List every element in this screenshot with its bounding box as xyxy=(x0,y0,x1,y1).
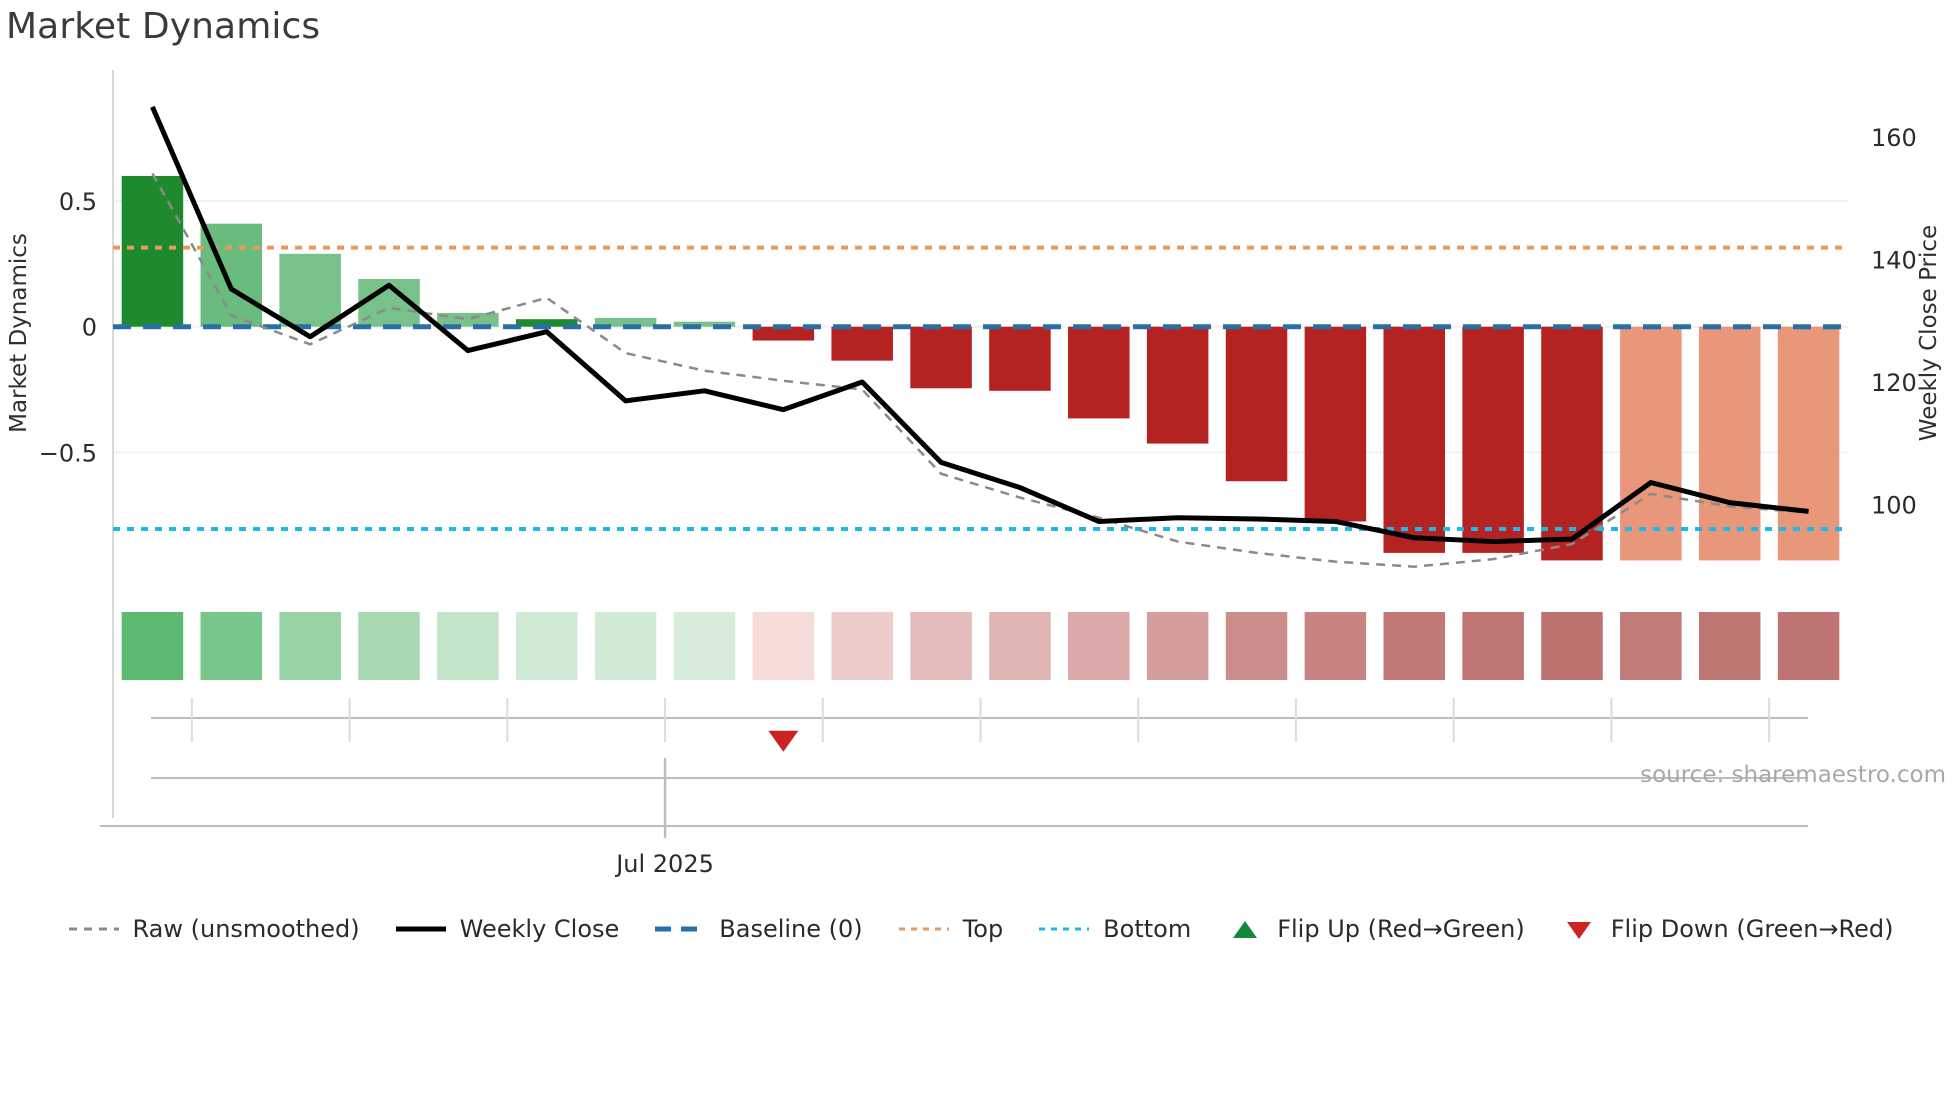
heatmap-cell[interactable] xyxy=(831,612,893,680)
heatmap-cell[interactable] xyxy=(121,612,184,680)
heatmap-cell[interactable] xyxy=(673,612,736,680)
y-tick-label: 0 xyxy=(82,314,97,342)
legend-item-label: Flip Down (Green→Red) xyxy=(1610,915,1894,943)
y-tick-label: 0.5 xyxy=(59,188,97,216)
bar[interactable] xyxy=(1225,326,1288,482)
legend-item-label: Flip Up (Red→Green) xyxy=(1277,915,1525,943)
heatmap-cell[interactable] xyxy=(358,612,420,680)
axis-text-layer: 0.5 0 −0.5 160 140 120 100 Market Dynamics Weekl… xyxy=(6,124,1942,520)
heatmap-cell[interactable] xyxy=(1462,612,1524,680)
y2-tick-label: 100 xyxy=(1871,492,1917,520)
y2-tick-label: 160 xyxy=(1871,124,1917,152)
chart-legend: Raw (unsmoothed) Weekly Close Baseline (0)… xyxy=(0,915,1960,943)
page-title: Market Dynamics xyxy=(6,6,321,47)
bar[interactable] xyxy=(515,319,578,327)
bar[interactable] xyxy=(594,317,657,327)
bar[interactable] xyxy=(673,321,736,327)
legend-item-label: Bottom xyxy=(1103,915,1192,943)
heatmap-cell[interactable] xyxy=(1620,612,1682,680)
heatmap-cell[interactable] xyxy=(1146,612,1209,680)
heatmap-cell[interactable] xyxy=(1698,612,1761,680)
bar[interactable] xyxy=(437,312,499,327)
heatmap-cell[interactable] xyxy=(910,612,972,680)
bar[interactable] xyxy=(910,326,972,389)
regime-heatmap-strip xyxy=(121,612,1840,680)
threshold-lines-layer xyxy=(113,245,1848,531)
bar[interactable] xyxy=(989,326,1051,391)
heatmap-cell[interactable] xyxy=(1304,612,1367,680)
x-tick-label: Jul 2025 xyxy=(614,850,714,878)
bar[interactable] xyxy=(752,326,815,341)
bar[interactable] xyxy=(1304,326,1367,522)
raw-line xyxy=(151,172,1809,568)
bar[interactable] xyxy=(1068,326,1130,419)
dotted-line-icon xyxy=(898,927,949,931)
legend-item[interactable]: Raw (unsmoothed) xyxy=(67,915,360,943)
bar[interactable] xyxy=(1620,326,1682,561)
heatmap-cell[interactable] xyxy=(200,612,263,680)
weekly-close-line xyxy=(150,105,1809,545)
legend-item-label: Baseline (0) xyxy=(719,915,863,943)
heatmap-cell[interactable] xyxy=(1541,612,1603,680)
heatmap-cell[interactable] xyxy=(1068,612,1130,680)
legend-item[interactable]: Top xyxy=(897,915,1004,943)
flip-markers-layer xyxy=(768,730,799,752)
solid-line-icon xyxy=(395,926,446,932)
legend-item-label: Top xyxy=(962,915,1004,943)
legend-item-label: Weekly Close xyxy=(459,915,620,943)
raw-series-line xyxy=(151,172,1809,568)
y2-tick-label: 120 xyxy=(1871,369,1917,397)
heatmap-cell[interactable] xyxy=(515,612,578,680)
bar[interactable] xyxy=(279,253,341,327)
bar[interactable] xyxy=(121,175,184,327)
triangle-down-icon xyxy=(1566,922,1591,939)
heatmap-cell[interactable] xyxy=(1383,612,1446,680)
bar[interactable] xyxy=(1698,326,1761,561)
legend-item-label: Raw (unsmoothed) xyxy=(132,915,360,943)
heatmap-cell[interactable] xyxy=(1777,612,1840,680)
source-note: source: sharemaestro.com xyxy=(1640,762,1946,788)
legend-item[interactable]: Baseline (0) xyxy=(653,915,863,943)
heatmap-cell[interactable] xyxy=(279,612,341,680)
y2-axis-title: Weekly Close Price xyxy=(1916,225,1942,441)
legend-item[interactable]: Weekly Close xyxy=(394,915,620,943)
triangle-up-icon xyxy=(1233,921,1258,938)
y-tick-label: −0.5 xyxy=(39,439,97,467)
legend-item[interactable]: Flip Up (Red→Green) xyxy=(1225,915,1525,943)
x-axis: Jul 2025 xyxy=(100,698,1808,878)
legend-item[interactable]: Flip Down (Green→Red) xyxy=(1559,915,1894,943)
heatmap-cell[interactable] xyxy=(437,612,499,680)
dotted-line-icon xyxy=(1039,927,1090,931)
bars-layer xyxy=(121,175,1840,561)
heatmap-cell[interactable] xyxy=(752,612,815,680)
y-axis-title: Market Dynamics xyxy=(6,233,32,433)
y2-tick-label: 140 xyxy=(1871,247,1917,275)
dashed-line-thick-icon xyxy=(655,926,706,932)
flip-down-marker[interactable] xyxy=(768,730,799,752)
dashed-line-icon xyxy=(68,927,119,931)
bar[interactable] xyxy=(1777,326,1840,561)
bar[interactable] xyxy=(831,326,893,361)
bar[interactable] xyxy=(1462,326,1524,553)
bar[interactable] xyxy=(1383,326,1446,553)
heatmap-cell[interactable] xyxy=(1225,612,1288,680)
bar[interactable] xyxy=(1146,326,1209,444)
heatmap-cell[interactable] xyxy=(594,612,657,680)
heatmap-cell[interactable] xyxy=(989,612,1051,680)
legend-item[interactable]: Bottom xyxy=(1037,915,1191,943)
weekly-close-line xyxy=(150,105,1809,545)
